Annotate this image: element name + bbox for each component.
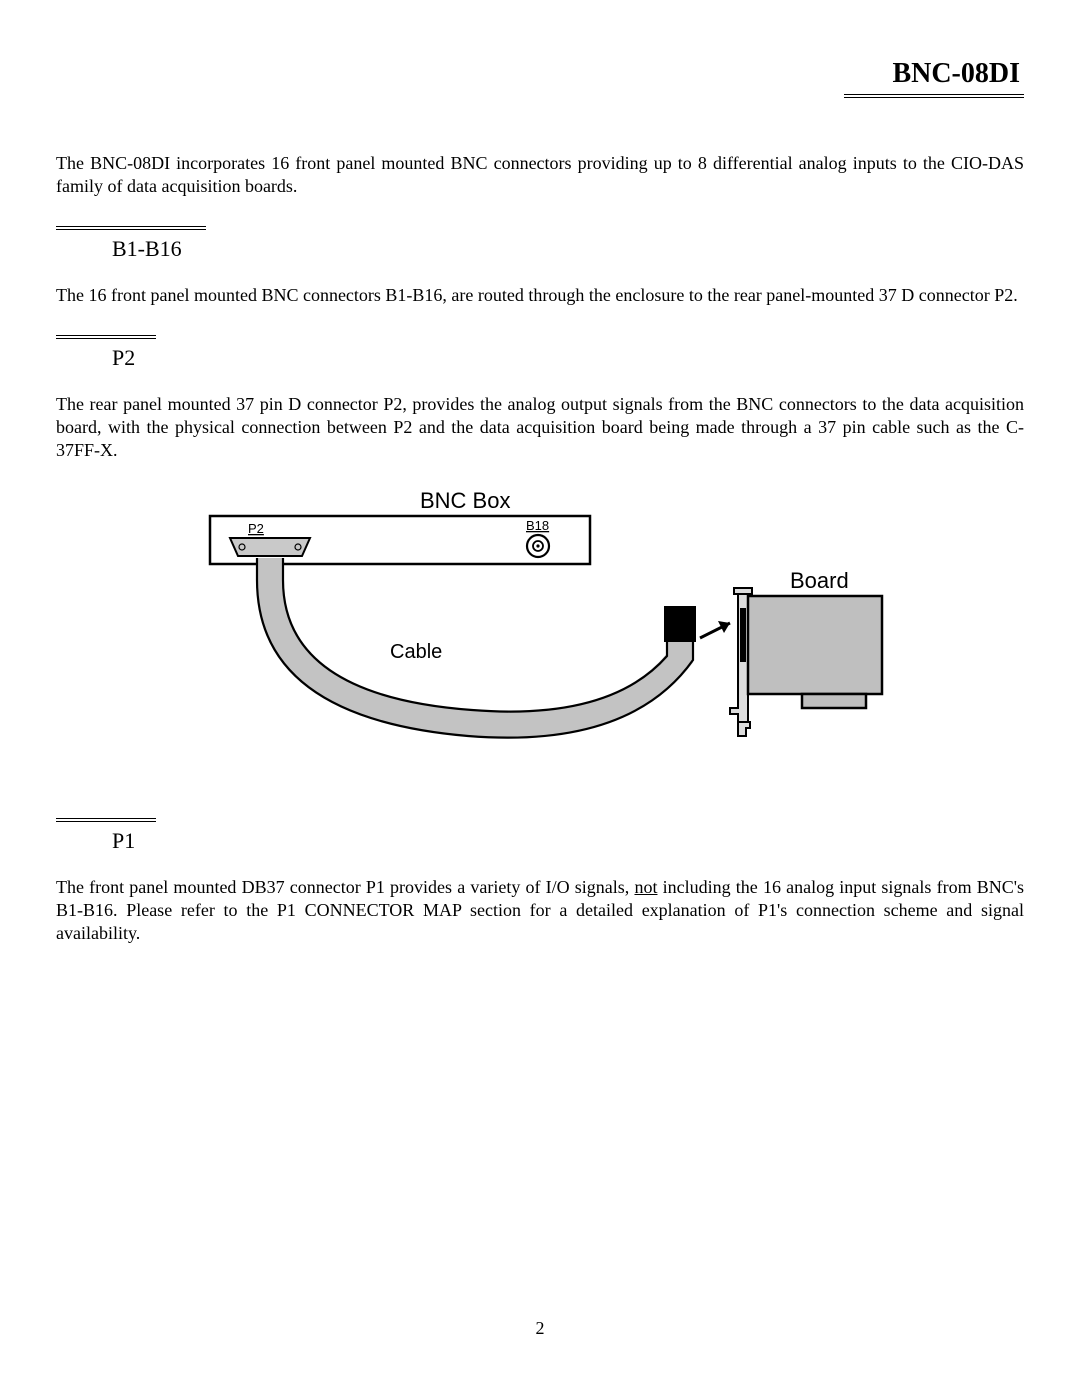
board-edge-connector — [802, 694, 866, 708]
section-heading: P1 — [112, 828, 1024, 854]
cable-end-block — [664, 606, 696, 642]
section-heading: P2 — [112, 345, 1024, 371]
p2-label: P2 — [248, 521, 264, 536]
section-body: The rear panel mounted 37 pin D connecto… — [56, 393, 1024, 462]
cable-group: Cable — [257, 558, 730, 738]
connection-diagram: BNC Box P2 B18 — [190, 488, 890, 778]
p2-trapezoid — [230, 538, 310, 556]
section-body: The 16 front panel mounted BNC connector… — [56, 284, 1024, 307]
figure-title-text: BNC Box — [420, 488, 510, 513]
cable-label: Cable — [390, 641, 442, 663]
p1-body-pre: The front panel mounted DB37 connector P… — [56, 877, 634, 897]
section-rule — [56, 335, 156, 339]
board-group: Board — [730, 568, 882, 736]
cable-fill — [270, 558, 680, 725]
header-rule — [844, 94, 1024, 98]
b18-connector: B18 — [526, 518, 549, 557]
document-header: BNC-08DI — [56, 58, 1024, 98]
p1-body-underlined: not — [634, 877, 657, 897]
section-heading: B1-B16 — [112, 236, 1024, 262]
section-b1b16: B1-B16 The 16 front panel mounted BNC co… — [56, 226, 1024, 307]
document-title: BNC-08DI — [892, 58, 1024, 90]
section-p2: P2 The rear panel mounted 37 pin D conne… — [56, 335, 1024, 462]
board-pcb — [748, 596, 882, 694]
b18-label: B18 — [526, 518, 549, 533]
section-p1: P1 The front panel mounted DB37 connecto… — [56, 818, 1024, 945]
figure-wrap: BNC Box P2 B18 — [56, 488, 1024, 778]
intro-paragraph: The BNC-08DI incorporates 16 front panel… — [56, 152, 1024, 198]
section-rule — [56, 818, 156, 822]
bnc-pin — [536, 545, 539, 548]
section-body: The front panel mounted DB37 connector P… — [56, 876, 1024, 945]
page-number: 2 — [0, 1318, 1080, 1339]
section-rule — [56, 226, 206, 230]
page: BNC-08DI The BNC-08DI incorporates 16 fr… — [0, 0, 1080, 1397]
board-label: Board — [790, 568, 849, 593]
